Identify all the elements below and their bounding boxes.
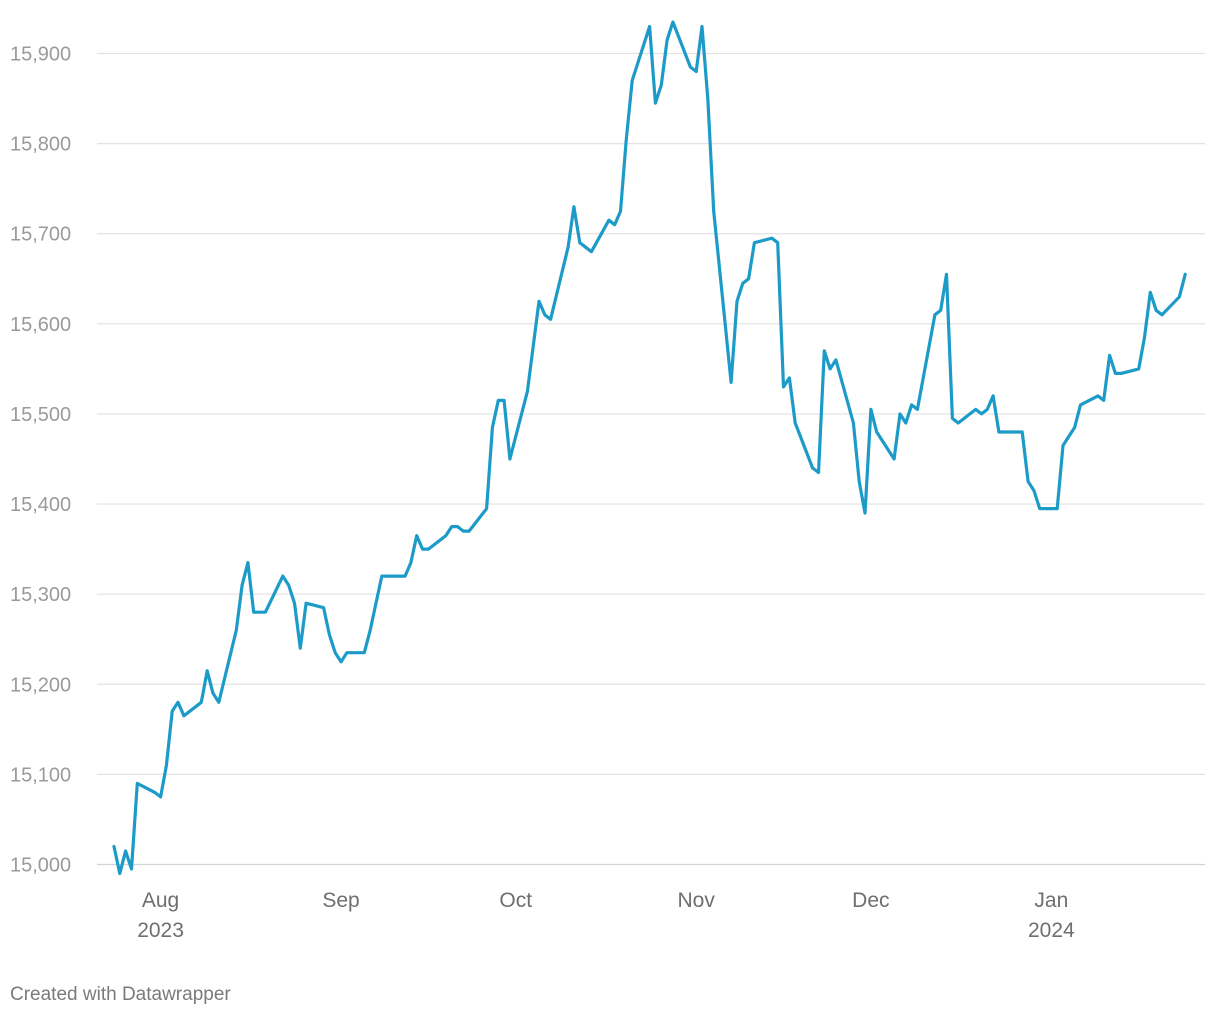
series-layer (112, 20, 1187, 876)
y-tick-label: 15,300 (10, 584, 71, 606)
y-tick-label: 15,600 (10, 314, 71, 336)
series-line (112, 20, 1187, 876)
x-tick-year-label: 2023 (137, 919, 184, 942)
x-tick-year-label: 2024 (1028, 919, 1075, 942)
x-tick-label: Jan (1034, 889, 1068, 912)
y-axis: 15,000 15,100 15,200 15,300 15,400 15,500 15,6… (10, 44, 71, 877)
line-chart: 15,000 15,100 15,200 15,300 15,400 15,500 15,6… (10, 20, 1205, 942)
x-tick-label: Dec (852, 889, 889, 912)
y-tick-label: 15,900 (10, 44, 71, 66)
x-tick-label: Aug (142, 889, 179, 912)
y-tick-label: 15,000 (10, 855, 71, 877)
gridlines (97, 52, 1205, 866)
y-tick-label: 15,700 (10, 224, 71, 246)
y-tick-label: 15,500 (10, 404, 71, 426)
y-tick-label: 15,800 (10, 134, 71, 156)
x-tick-label: Nov (678, 889, 716, 912)
y-tick-label: 15,400 (10, 494, 71, 516)
x-axis: Aug 2023 Sep Oct Nov Dec Jan 2024 (137, 889, 1075, 942)
x-tick-label: Oct (499, 889, 532, 912)
footer-credit: Created with Datawrapper (10, 984, 231, 1005)
x-tick-label: Sep (322, 889, 359, 912)
y-tick-label: 15,200 (10, 674, 71, 696)
y-tick-label: 15,100 (10, 764, 71, 786)
